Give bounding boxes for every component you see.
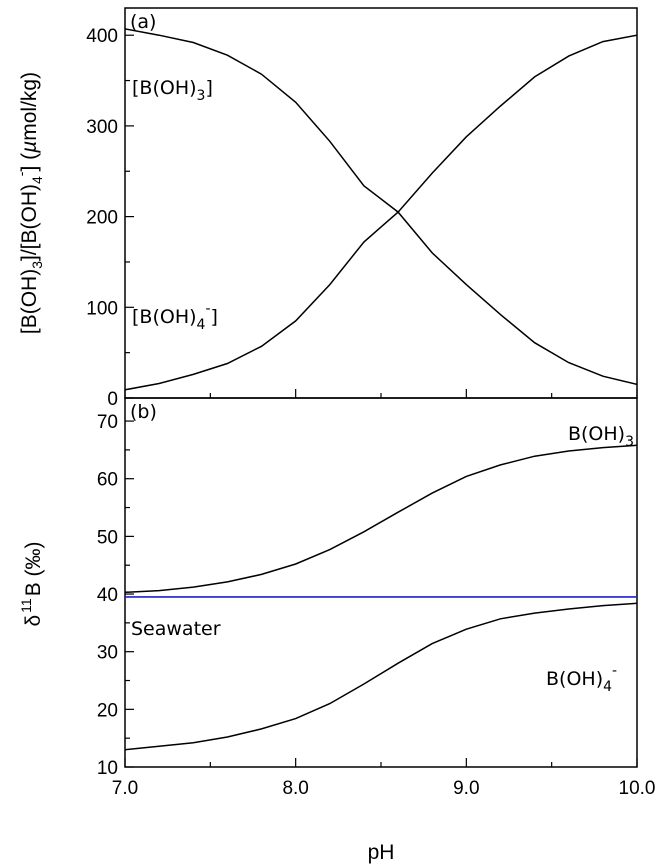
y-tick-label-b: 30 bbox=[97, 643, 118, 664]
panel-b: 10 20 30 40 50 60 70 7.0 8.0 9.0 10.0 (b) Seawater… bbox=[18, 397, 656, 864]
x-axis-label: pH bbox=[368, 841, 395, 864]
panel-a-label: (a) bbox=[130, 11, 156, 33]
y-tick-label-b: 50 bbox=[97, 527, 118, 548]
panel-b-series bbox=[124, 444, 638, 751]
y-tick-label-a: 100 bbox=[86, 298, 118, 319]
annotation-boh4-b: B(OH)4- bbox=[546, 663, 617, 695]
panel-b-ticks bbox=[124, 420, 638, 768]
annotation-boh4-a: [B(OH)4-] bbox=[132, 301, 218, 333]
series-line-b-1 bbox=[124, 602, 638, 751]
y-tick-label-a: 300 bbox=[86, 117, 118, 138]
x-tick-label: 9.0 bbox=[453, 778, 479, 799]
annotation-boh3-b: B(OH)3 bbox=[568, 423, 634, 450]
panel-b-tick-labels: 10 20 30 40 50 60 70 7.0 8.0 9.0 10.0 bbox=[97, 412, 656, 799]
panel-a-ylabel: [B(OH)3]/[B(OH)4-] (µmol/kg) bbox=[13, 72, 45, 334]
panel-a-ticks bbox=[124, 34, 638, 399]
series-line-a-1 bbox=[124, 34, 638, 391]
y-tick-label-b: 70 bbox=[97, 412, 118, 433]
panel-a-tick-labels: 0 100 200 300 400 bbox=[86, 26, 118, 410]
seawater-label: Seawater bbox=[131, 618, 221, 640]
panel-a-frame bbox=[124, 7, 638, 399]
y-tick-label-b: 40 bbox=[97, 585, 118, 606]
y-tick-label-a: 0 bbox=[107, 389, 118, 410]
y-tick-label-a: 200 bbox=[86, 208, 118, 229]
y-tick-label-b: 10 bbox=[97, 758, 118, 779]
series-line-b-0 bbox=[124, 444, 638, 594]
x-tick-label: 8.0 bbox=[282, 778, 308, 799]
series-line-a-0 bbox=[124, 28, 638, 386]
panel-a-series bbox=[124, 28, 638, 391]
x-tick-label: 10.0 bbox=[619, 778, 656, 799]
panel-b-ylabel: δ11B (‰) bbox=[18, 541, 45, 626]
panel-a: 0 100 200 300 400 (a) [B(OH)3] [B(OH)4-] [B(… bbox=[13, 7, 638, 410]
panel-b-frame bbox=[124, 397, 638, 768]
annotation-boh3-a: [B(OH)3] bbox=[132, 77, 213, 104]
y-tick-label-a: 400 bbox=[86, 26, 118, 47]
y-tick-label-b: 20 bbox=[97, 700, 118, 721]
y-tick-label-b: 60 bbox=[97, 470, 118, 491]
x-tick-label: 7.0 bbox=[112, 778, 138, 799]
panel-b-label: (b) bbox=[130, 401, 157, 423]
